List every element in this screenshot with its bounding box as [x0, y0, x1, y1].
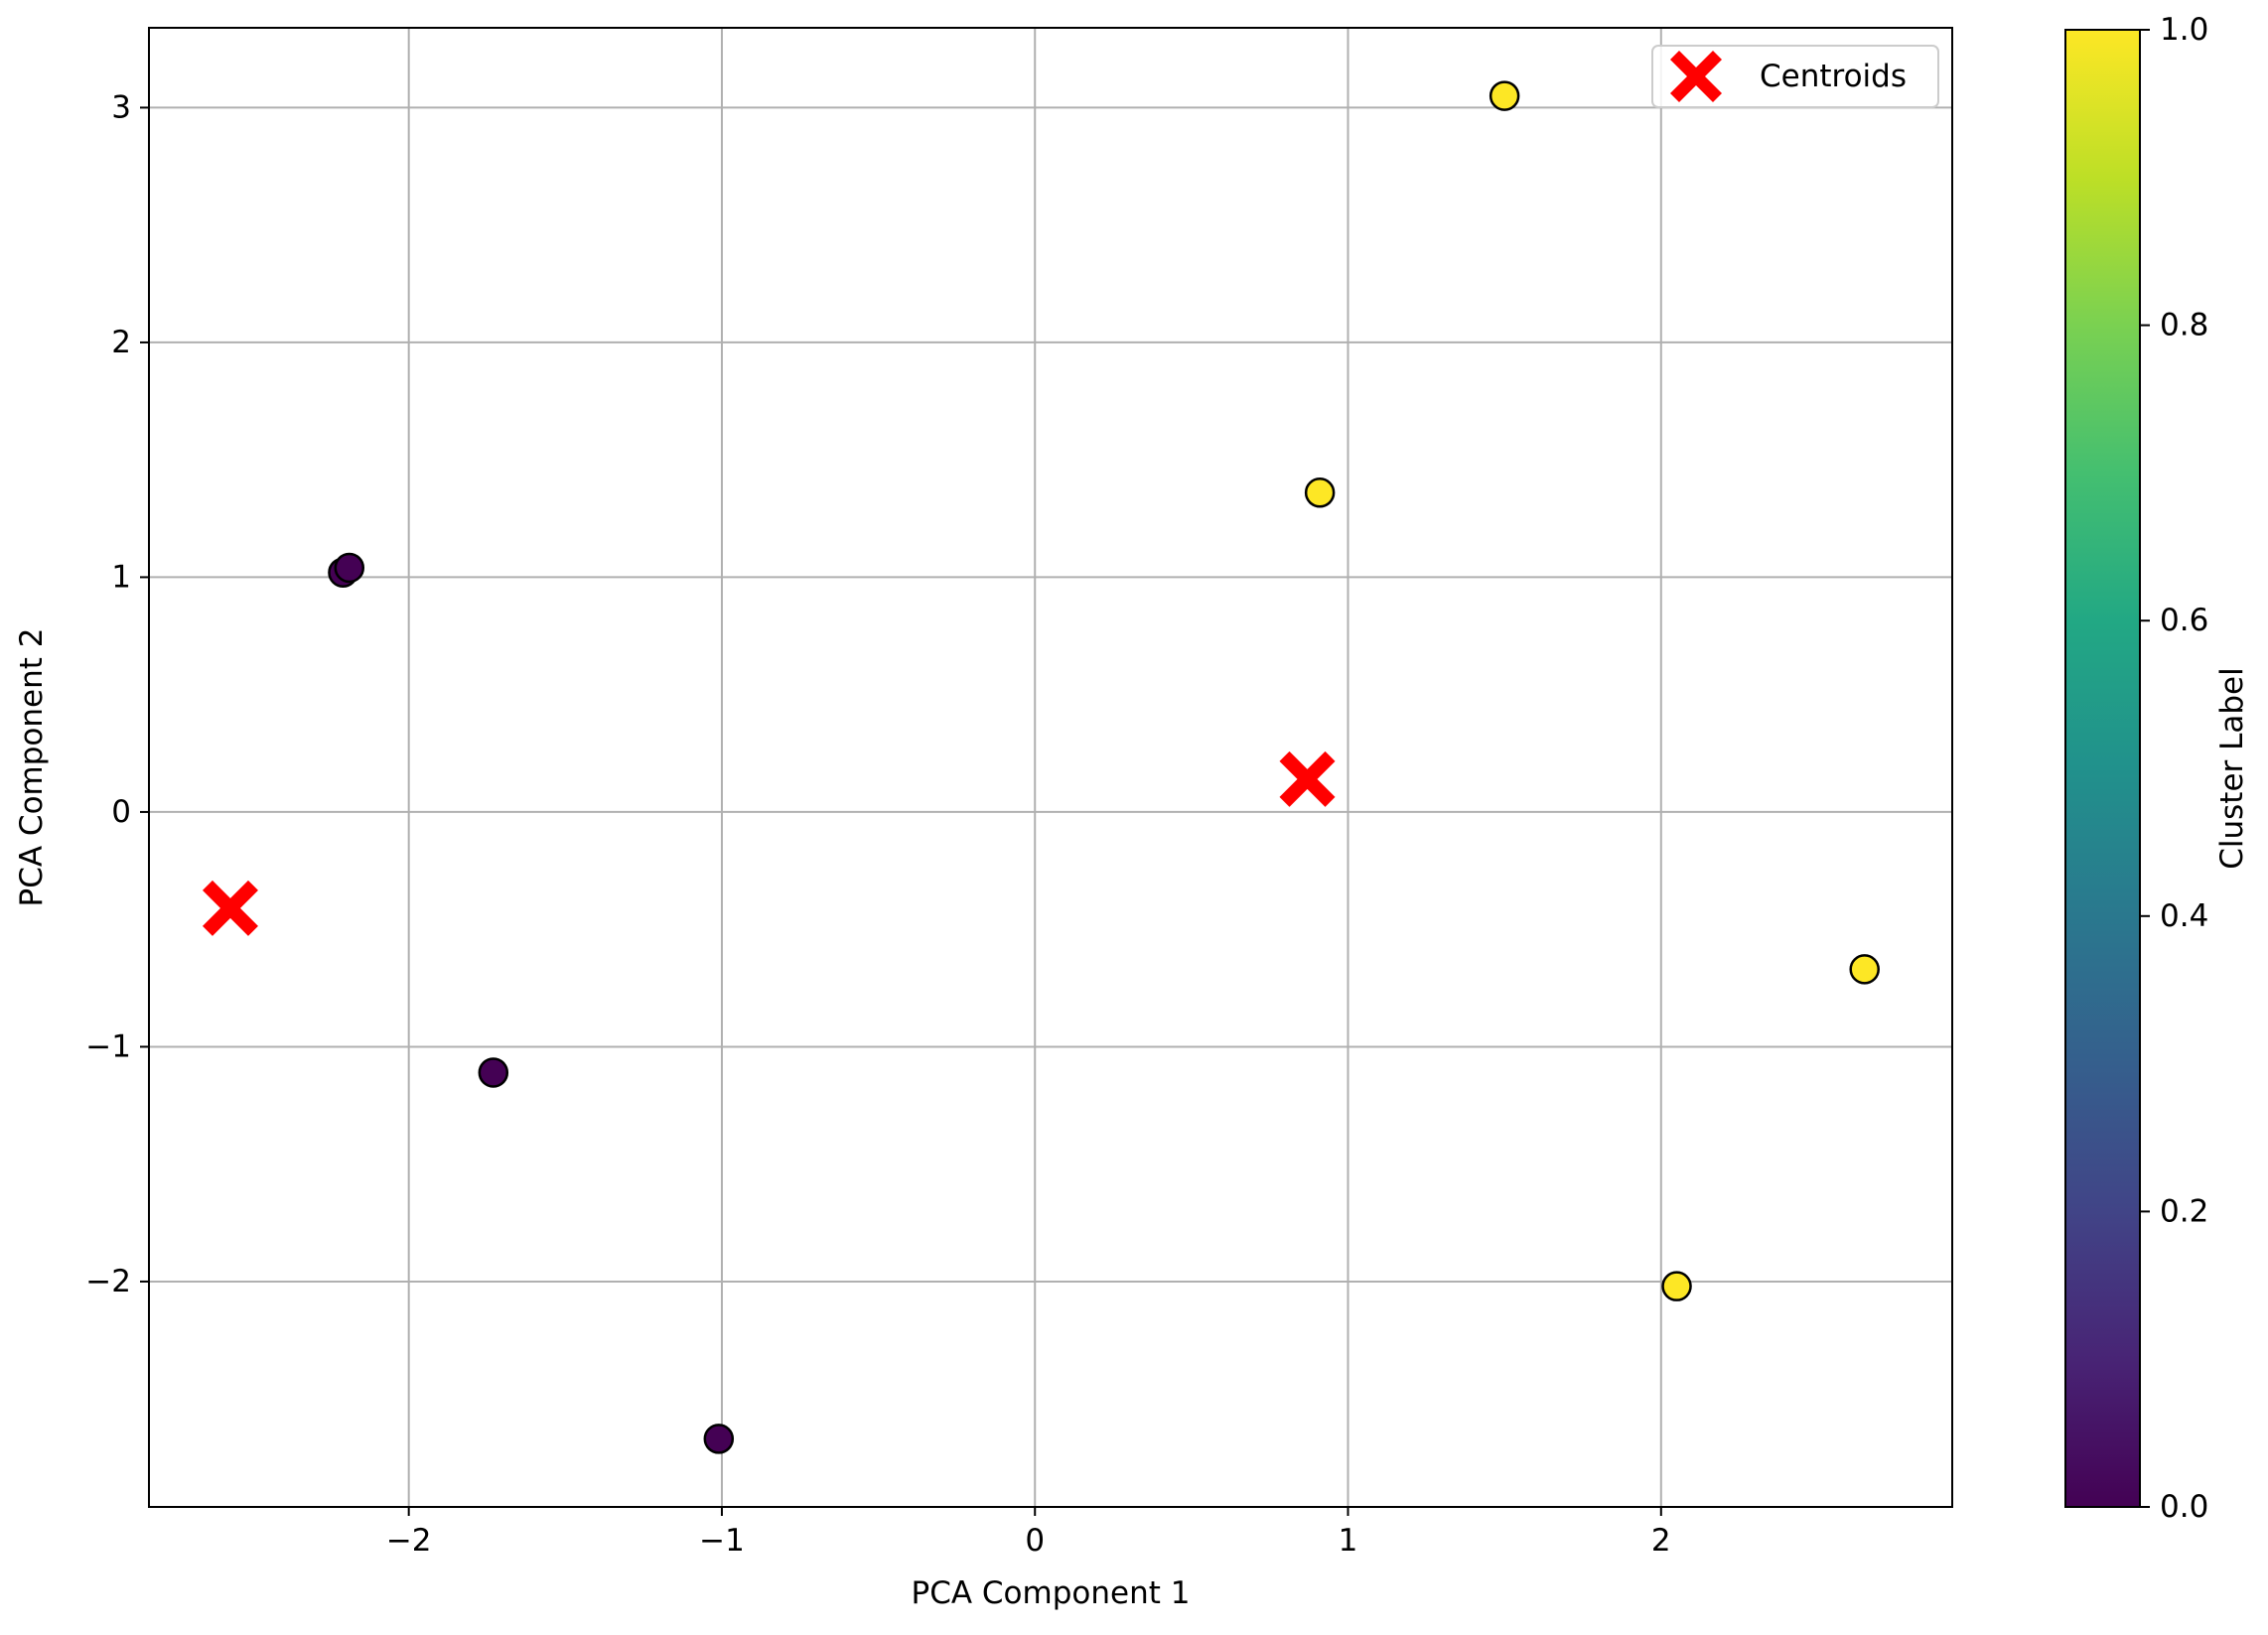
- scatter-point: [1488, 80, 1520, 111]
- colorbar-tick-label: 0.4: [2160, 898, 2208, 934]
- x-tick-label: 0: [1025, 1523, 1045, 1559]
- y-axis-ticks: −2 −1 0 1 2 3: [85, 89, 149, 1299]
- scatter-point: [1849, 954, 1880, 985]
- scatter-points: [328, 80, 1880, 1454]
- centroid-marker: [202, 880, 258, 936]
- y-tick-label: 3: [111, 89, 131, 125]
- colorbar-tick-label: 0.0: [2160, 1489, 2208, 1525]
- y-tick-label: 0: [111, 794, 131, 830]
- y-tick-label: 2: [111, 325, 131, 360]
- y-tick-label: 1: [111, 559, 131, 595]
- legend: Centroids: [1651, 45, 1939, 108]
- x-tick-label: 2: [1651, 1523, 1671, 1559]
- colorbar-ticks: 0.0 0.2 0.4 0.6 0.8 1.0: [2140, 12, 2208, 1525]
- y-tick-label: −2: [85, 1264, 131, 1299]
- scatter-point: [334, 552, 365, 584]
- x-axis-ticks: −2 −1 0 1 2: [386, 1507, 1671, 1559]
- colorbar: 0.0 0.2 0.4 0.6 0.8 1.0 Cluster Label: [2064, 12, 2250, 1525]
- scatter-point: [1661, 1271, 1692, 1301]
- x-tick-label: −2: [386, 1523, 432, 1559]
- x-tick-label: −1: [699, 1523, 745, 1559]
- colorbar-tick-label: 0.2: [2160, 1193, 2208, 1229]
- y-tick-label: −1: [85, 1028, 131, 1064]
- colorbar-tick-label: 0.6: [2160, 603, 2208, 638]
- legend-centroid-marker: [1670, 51, 1722, 102]
- centroid-markers: [202, 750, 1336, 936]
- plot-area-frame: [148, 27, 1953, 1508]
- grid: [149, 28, 1952, 1507]
- y-axis-label: PCA Component 2: [14, 628, 50, 907]
- colorbar-tick-label: 1.0: [2160, 12, 2208, 48]
- colorbar-tick-label: 0.8: [2160, 308, 2208, 343]
- legend-box: [1651, 45, 1939, 108]
- colorbar-gradient: [2064, 29, 2141, 1508]
- legend-label-centroids: Centroids: [1760, 59, 1907, 94]
- legend-centroid-icon: [1670, 51, 1722, 102]
- scatter-point: [1304, 477, 1336, 508]
- centroid-marker: [1279, 750, 1336, 807]
- scatter-point: [703, 1424, 735, 1454]
- x-tick-label: 1: [1339, 1523, 1358, 1559]
- x-axis-label: PCA Component 1: [912, 1575, 1191, 1611]
- colorbar-label: Cluster Label: [2214, 667, 2250, 870]
- scatter-point: [478, 1057, 509, 1088]
